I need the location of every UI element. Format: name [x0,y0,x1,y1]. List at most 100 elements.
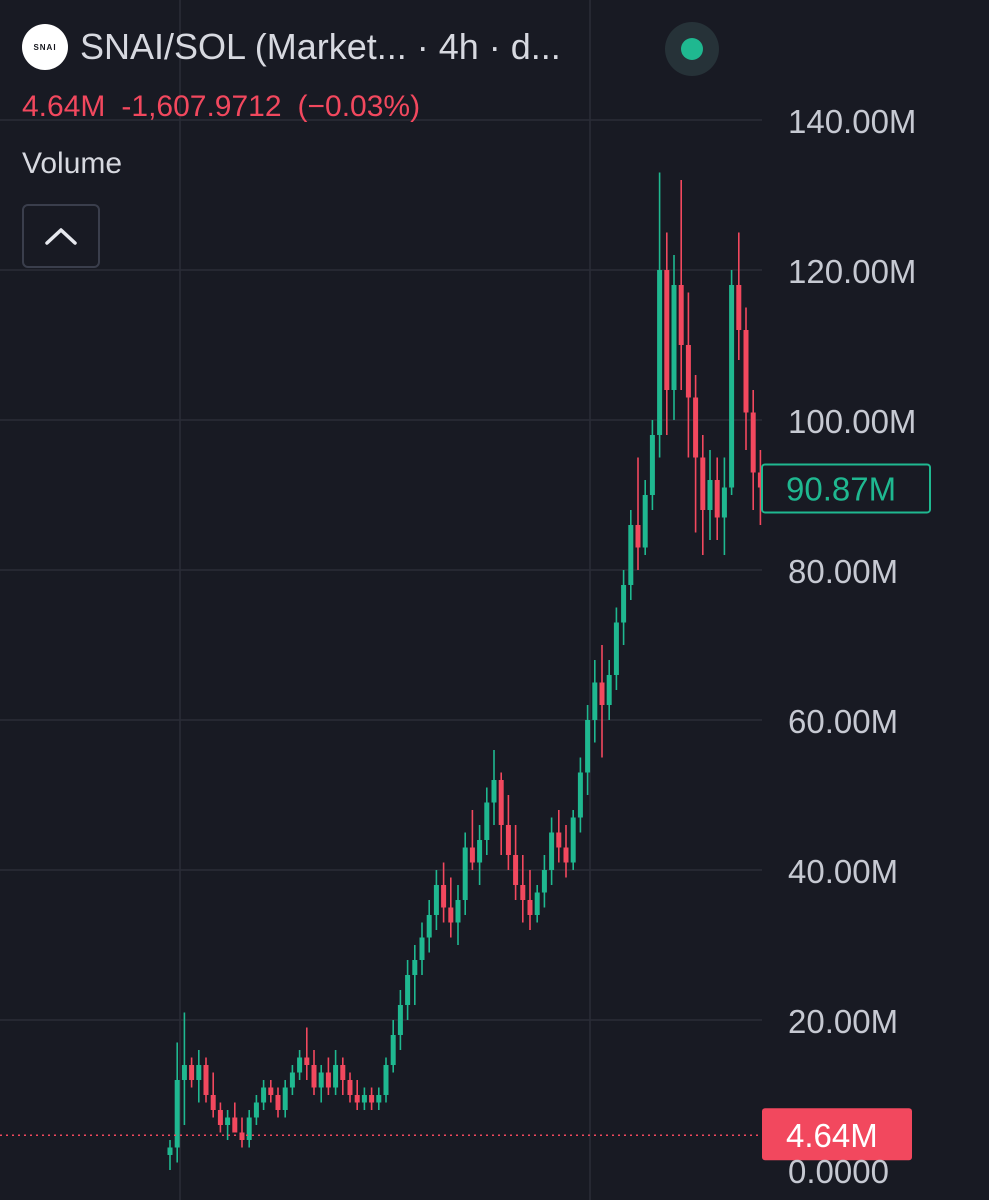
candle [549,817,555,885]
candle [268,1080,274,1103]
candle [657,172,663,458]
last-price-badge [761,463,931,514]
candle-body [419,937,425,960]
candle-body [253,1102,259,1118]
candle-body [721,487,727,518]
candles [167,172,763,1170]
candle [477,825,483,885]
candle-body [333,1065,339,1088]
candle-body [534,892,540,915]
chart-grid [0,0,762,1200]
legend-volume: 4.64M [22,90,106,123]
candle-body [383,1065,389,1095]
candle [239,1117,245,1148]
candle-body [671,285,677,390]
candle-body [433,885,439,915]
candle-body [340,1065,346,1080]
candle [304,1027,310,1080]
candle [174,1042,180,1163]
legend-change-pct: (−0.03%) [297,90,421,123]
y-tick-label: 20.00M [788,1003,898,1040]
candle [534,885,540,923]
symbol-title[interactable]: SNAI/SOL (Market... · 4h · d... [80,26,561,67]
candle [426,900,432,953]
candle [649,420,655,510]
candle [498,772,504,855]
candle [671,255,677,420]
candle-body [649,435,655,495]
chart-header: SNAI SNAI/SOL (Market... · 4h · d... [22,24,561,70]
price-overlays: 4.64M 90.87M [0,463,931,1161]
candle [693,375,699,533]
candle-body [203,1065,209,1095]
candle [757,450,763,525]
candle [203,1057,209,1103]
candle [469,810,475,870]
candle [743,307,749,450]
candle [167,1140,173,1170]
candle-body [304,1057,310,1065]
live-status-button[interactable] [665,22,719,76]
candle [678,180,684,390]
candle-body [664,270,670,390]
candle-body [268,1087,274,1095]
candle [369,1087,375,1110]
candle [412,945,418,1005]
candle [405,960,411,1020]
candle [340,1057,346,1095]
candle-body [181,1065,187,1080]
candle-body [606,675,612,705]
candle-body [275,1095,281,1110]
candle-body [455,900,461,923]
candle-body [376,1095,382,1103]
candle-body [498,780,504,825]
candle-body [750,412,756,473]
candle-body [729,285,735,488]
candle-body [412,960,418,975]
candle [376,1087,382,1110]
current-volume-badge [762,1108,912,1161]
collapse-button[interactable] [22,204,100,268]
y-tick-label: 140.00M [788,103,916,140]
candle [599,645,605,758]
candle [210,1072,216,1118]
y-tick-label: 60.00M [788,703,898,740]
candle [585,705,591,795]
candle [714,457,720,540]
candle-body [239,1132,245,1140]
y-tick-label: 40.00M [788,853,898,890]
candle-body [621,585,627,623]
candle-body [189,1065,195,1080]
candle [196,1050,202,1103]
candle-body [520,885,526,900]
candle [621,570,627,645]
y-tick-label: 0.0000 [788,1153,889,1190]
candle-body [541,870,547,893]
candle [520,855,526,923]
legend-change: -1,607.9712 [121,90,282,123]
candle [253,1095,259,1125]
study-label: Volume [22,147,123,180]
candle-body [426,915,432,938]
candle [570,810,576,870]
live-dot-icon [681,38,703,60]
candle [419,922,425,975]
candle [383,1057,389,1103]
candle-body [685,345,691,398]
candle [232,1102,238,1133]
candle-body [505,825,511,855]
candle-body [585,720,591,773]
candle [700,435,706,555]
candle [642,480,648,555]
candle-body [477,840,483,863]
candle [354,1080,360,1110]
candle [275,1087,281,1118]
candle [217,1102,223,1133]
candle [484,787,490,855]
snai-logo: SNAI [22,24,68,70]
candle-body [318,1072,324,1088]
candle-body [469,847,475,863]
candle [613,607,619,690]
candle [225,1110,231,1140]
